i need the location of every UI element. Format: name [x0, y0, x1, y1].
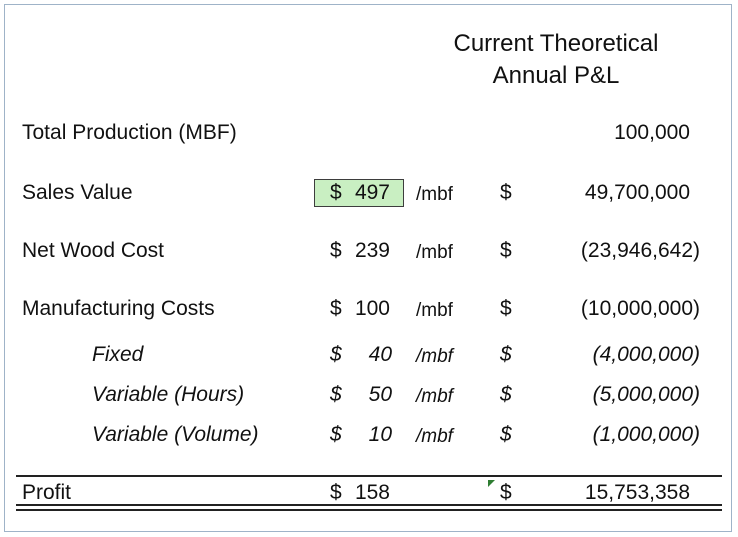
- sales-value-dollar: $: [330, 181, 342, 204]
- variable-volume-dollar: $: [330, 423, 342, 446]
- fixed-dollar: $: [330, 343, 342, 366]
- variable-hours-currency: $: [500, 383, 512, 406]
- fixed-unit: /mbf: [416, 346, 453, 367]
- net-wood-cost-rate: 239: [354, 239, 390, 262]
- total-production-label: Total Production (MBF): [22, 121, 237, 144]
- manufacturing-costs-rate: 100: [354, 297, 390, 320]
- variable-hours-unit: /mbf: [416, 386, 453, 407]
- fixed-currency: $: [500, 343, 512, 366]
- manufacturing-costs-label: Manufacturing Costs: [22, 297, 215, 320]
- variable-volume-label: Variable (Volume): [92, 423, 259, 446]
- profit-currency: $: [500, 481, 512, 504]
- variable-volume-amount: (1,000,000): [592, 423, 700, 446]
- net-wood-cost-dollar: $: [330, 239, 342, 262]
- variable-volume-currency: $: [500, 423, 512, 446]
- net-wood-cost-amount: (23,946,642): [580, 239, 700, 262]
- fixed-rate: 40: [368, 343, 392, 366]
- fixed-label: Fixed: [92, 343, 144, 366]
- manufacturing-costs-currency: $: [500, 297, 512, 320]
- manufacturing-costs-unit: /mbf: [416, 300, 453, 321]
- variable-hours-amount: (5,000,000): [592, 383, 700, 406]
- sales-value-currency: $: [500, 181, 512, 204]
- sales-value-label: Sales Value: [22, 181, 133, 204]
- profit-bottom-rule-1: [16, 504, 722, 506]
- variable-hours-label: Variable (Hours): [92, 383, 245, 406]
- title-line-2: Annual P&L: [492, 62, 620, 89]
- variable-hours-dollar: $: [330, 383, 342, 406]
- profit-label: Profit: [22, 481, 72, 504]
- profit-top-rule: [16, 475, 722, 477]
- variable-volume-rate: 10: [368, 423, 392, 446]
- net-wood-cost-unit: /mbf: [416, 242, 453, 263]
- manufacturing-costs-amount: (10,000,000): [580, 297, 700, 320]
- net-wood-cost-label: Net Wood Cost: [22, 239, 165, 262]
- profit-amount: 15,753,358: [584, 481, 690, 504]
- sales-value-unit: /mbf: [416, 184, 453, 205]
- sheet-frame: [4, 4, 732, 532]
- manufacturing-costs-dollar: $: [330, 297, 342, 320]
- sales-value-amount: 49,700,000: [584, 181, 690, 204]
- total-production-value: 100,000: [614, 121, 690, 144]
- profit-rate: 158: [354, 481, 390, 504]
- title-line-1: Current Theoretical: [453, 30, 659, 57]
- profit-bottom-rule-2: [16, 509, 722, 511]
- profit-dollar: $: [330, 481, 342, 504]
- sales-rate-cell[interactable]: [314, 179, 404, 207]
- variable-volume-unit: /mbf: [416, 426, 453, 447]
- net-wood-cost-currency: $: [500, 239, 512, 262]
- cell-comment-marker: [488, 480, 495, 487]
- sales-value-rate[interactable]: 497: [354, 181, 390, 204]
- variable-hours-rate: 50: [368, 383, 392, 406]
- fixed-amount: (4,000,000): [592, 343, 700, 366]
